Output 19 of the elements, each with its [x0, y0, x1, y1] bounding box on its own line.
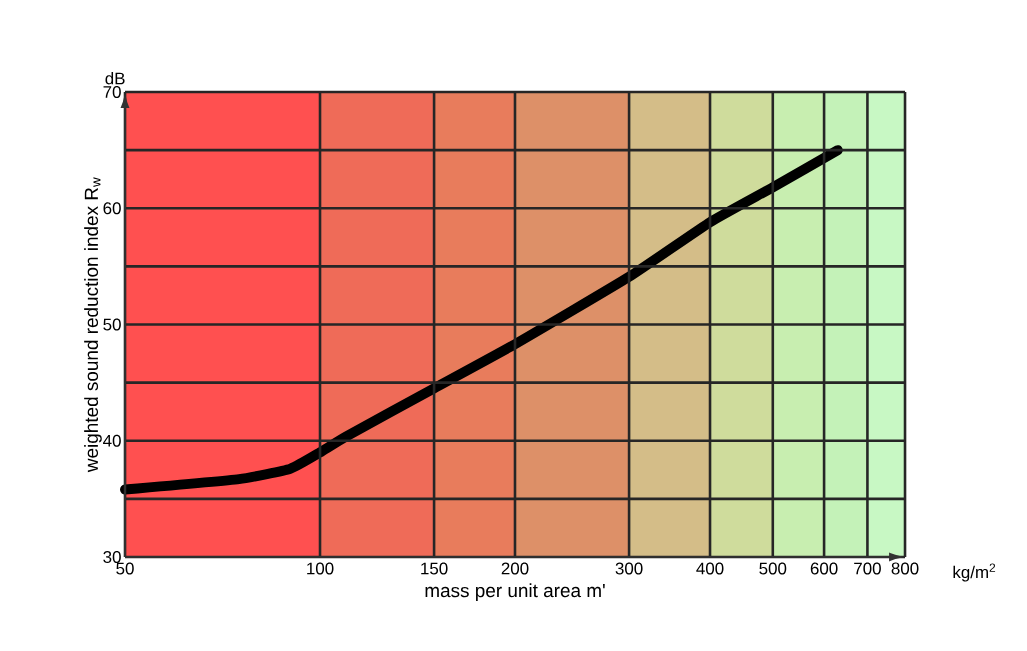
text: kg/m$^{2}$ — [953, 563, 996, 582]
x-tick-label: 700 — [854, 562, 881, 575]
x-tick-label: 800 — [891, 562, 919, 575]
x-tick-label: 400 — [696, 562, 724, 575]
y-tick-label: 30 — [103, 551, 121, 563]
y-tick-label: 60 — [103, 202, 121, 215]
x-tick-label: 150 — [421, 562, 448, 575]
y-tick-label: 50 — [103, 318, 121, 331]
y-tick-label: 40 — [103, 434, 121, 447]
text: dB — [105, 72, 125, 85]
x-axis-title: mass per unit area m' — [425, 583, 605, 601]
x-tick-label: 600 — [810, 562, 838, 575]
x-tick-label: 50 — [116, 562, 134, 575]
x-tick-label: 100 — [307, 562, 334, 575]
x-tick-label: 500 — [759, 562, 787, 575]
x-tick-label: 300 — [615, 562, 643, 575]
y-tick-label: 70 — [103, 86, 121, 98]
y-axis-title: weighted sound reduction index R$_{w}$ — [84, 177, 102, 473]
x-tick-label: 200 — [501, 562, 529, 575]
